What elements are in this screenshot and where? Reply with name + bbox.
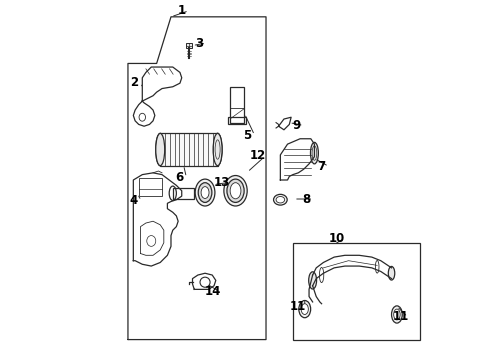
Ellipse shape	[213, 134, 222, 166]
Bar	[160, 134, 217, 166]
Text: 7: 7	[317, 160, 325, 173]
Text: 4: 4	[130, 194, 138, 207]
Text: 11: 11	[391, 310, 408, 324]
Ellipse shape	[308, 272, 316, 289]
Text: 1: 1	[177, 4, 185, 17]
Ellipse shape	[155, 134, 164, 166]
Ellipse shape	[310, 142, 318, 164]
Ellipse shape	[273, 194, 286, 205]
Ellipse shape	[213, 134, 222, 166]
Text: 11: 11	[289, 300, 305, 313]
Ellipse shape	[391, 306, 402, 323]
Ellipse shape	[201, 186, 208, 198]
Text: 10: 10	[328, 232, 344, 245]
Text: 2: 2	[130, 76, 138, 89]
Ellipse shape	[226, 179, 244, 202]
Text: 3: 3	[195, 36, 203, 50]
Ellipse shape	[276, 197, 284, 203]
Ellipse shape	[393, 309, 399, 320]
Bar	[228, 117, 246, 125]
Ellipse shape	[301, 304, 308, 315]
Ellipse shape	[387, 266, 394, 280]
Text: 12: 12	[249, 149, 265, 162]
Bar	[230, 87, 244, 123]
Text: 9: 9	[292, 119, 300, 132]
Text: 14: 14	[204, 285, 221, 298]
Ellipse shape	[230, 183, 241, 199]
Bar	[139, 178, 162, 196]
Ellipse shape	[298, 301, 310, 318]
Text: 6: 6	[175, 171, 183, 184]
Text: 5: 5	[243, 129, 251, 142]
Ellipse shape	[195, 179, 214, 206]
Ellipse shape	[198, 183, 211, 202]
Bar	[292, 243, 419, 339]
Text: 8: 8	[302, 193, 310, 206]
Ellipse shape	[155, 134, 164, 166]
Bar	[172, 188, 194, 199]
Bar	[185, 42, 191, 48]
Text: 13: 13	[214, 176, 230, 189]
Ellipse shape	[224, 176, 247, 206]
